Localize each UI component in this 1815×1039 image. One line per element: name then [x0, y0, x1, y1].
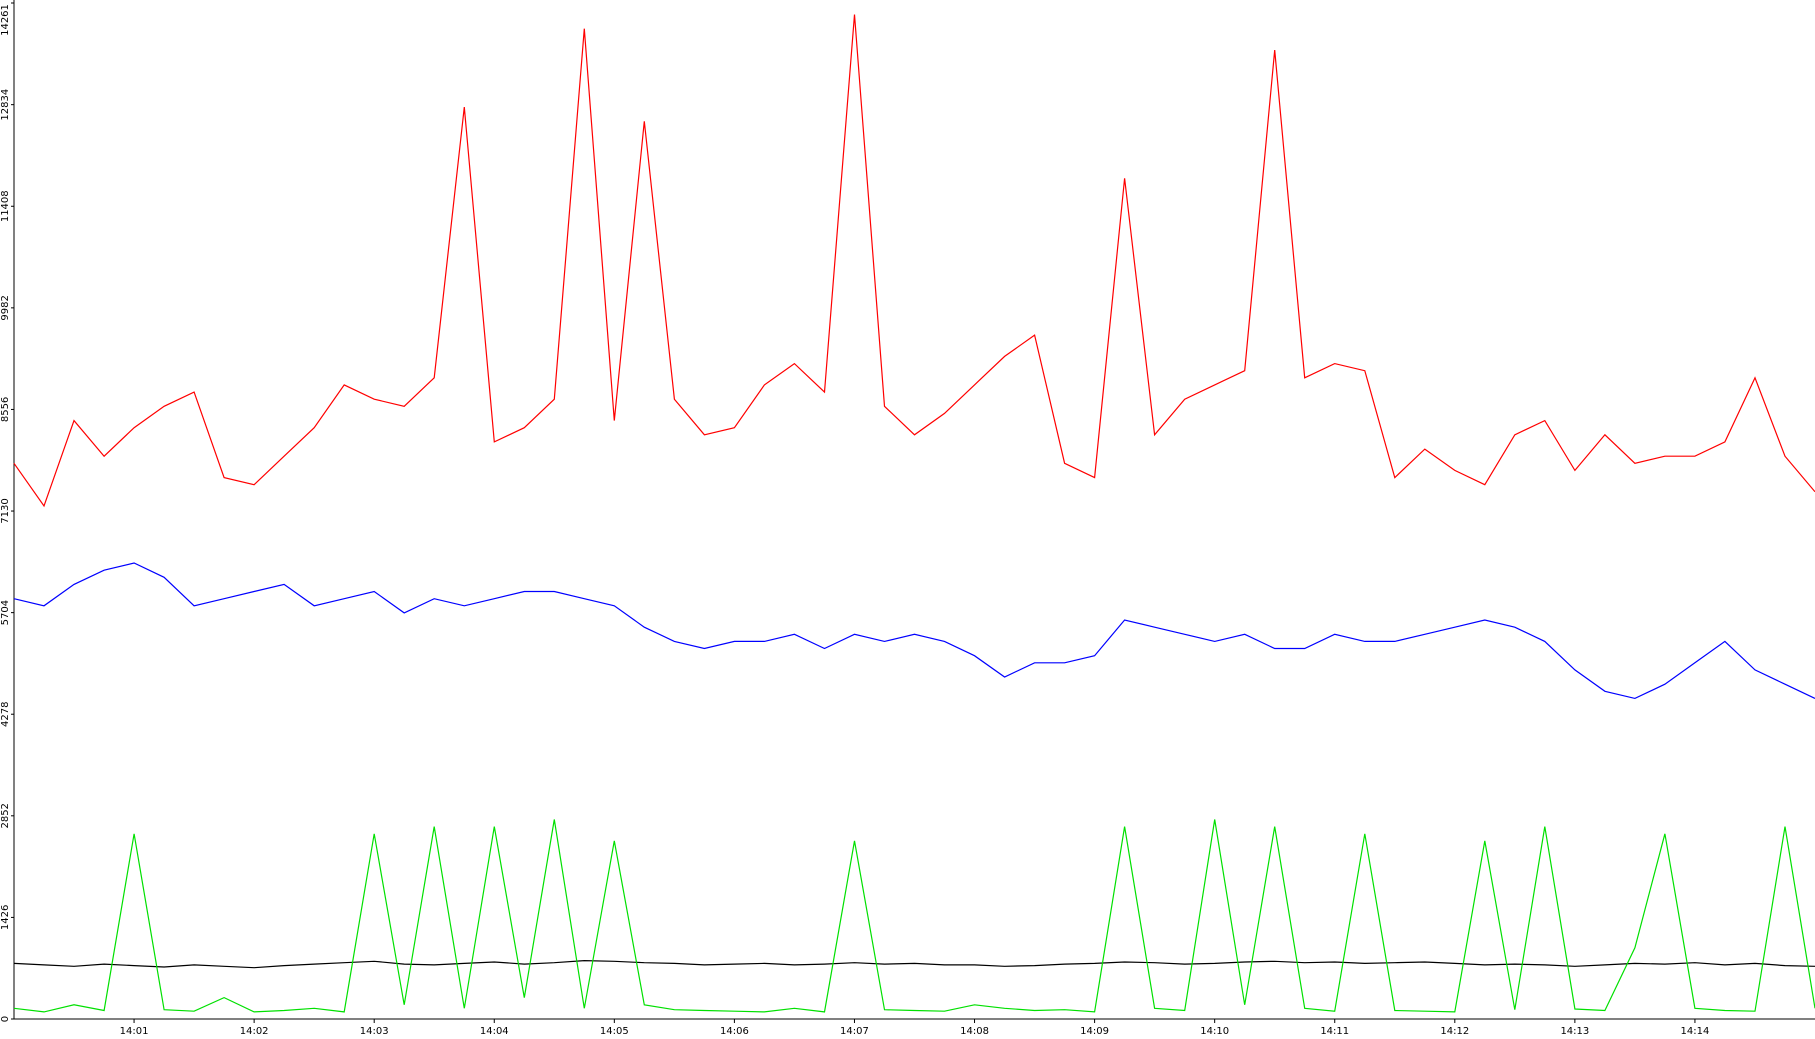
- x-tick-label: 14:08: [960, 1026, 989, 1037]
- x-tick-label: 14:10: [1200, 1026, 1229, 1037]
- y-tick-label: 14261: [0, 4, 11, 36]
- y-tick-label: 2852: [0, 803, 11, 828]
- x-tick-label: 14:02: [240, 1026, 269, 1037]
- y-tick-label: 11408: [0, 190, 11, 222]
- y-tick-label: 1426: [0, 905, 11, 930]
- x-tick-label: 14:01: [120, 1026, 149, 1037]
- y-tick-label: 7130: [0, 498, 11, 523]
- x-tick-label: 14:13: [1560, 1026, 1589, 1037]
- series-line: [13, 14, 1815, 508]
- x-tick-label: 14:14: [1681, 1026, 1710, 1037]
- y-tick-label: 0: [0, 1016, 11, 1022]
- x-tick-label: 14:12: [1440, 1026, 1469, 1037]
- series-line: [13, 819, 1815, 1013]
- y-tick-label: 5704: [0, 600, 11, 625]
- x-tick-label: 14:05: [600, 1026, 629, 1037]
- series-line: [13, 562, 1815, 700]
- y-tick-label: 12834: [0, 89, 11, 121]
- y-tick-label: 8556: [0, 397, 11, 422]
- x-tick-label: 14:07: [840, 1026, 869, 1037]
- x-tick-label: 14:09: [1080, 1026, 1109, 1037]
- y-tick-label: 4278: [0, 701, 11, 726]
- x-tick-label: 14:11: [1320, 1026, 1349, 1037]
- x-tick-label: 14:04: [480, 1026, 509, 1037]
- x-tick-label: 14:03: [360, 1026, 389, 1037]
- series-line: [13, 959, 1815, 969]
- y-tick-label: 9982: [0, 295, 11, 320]
- x-tick-label: 14:06: [720, 1026, 749, 1037]
